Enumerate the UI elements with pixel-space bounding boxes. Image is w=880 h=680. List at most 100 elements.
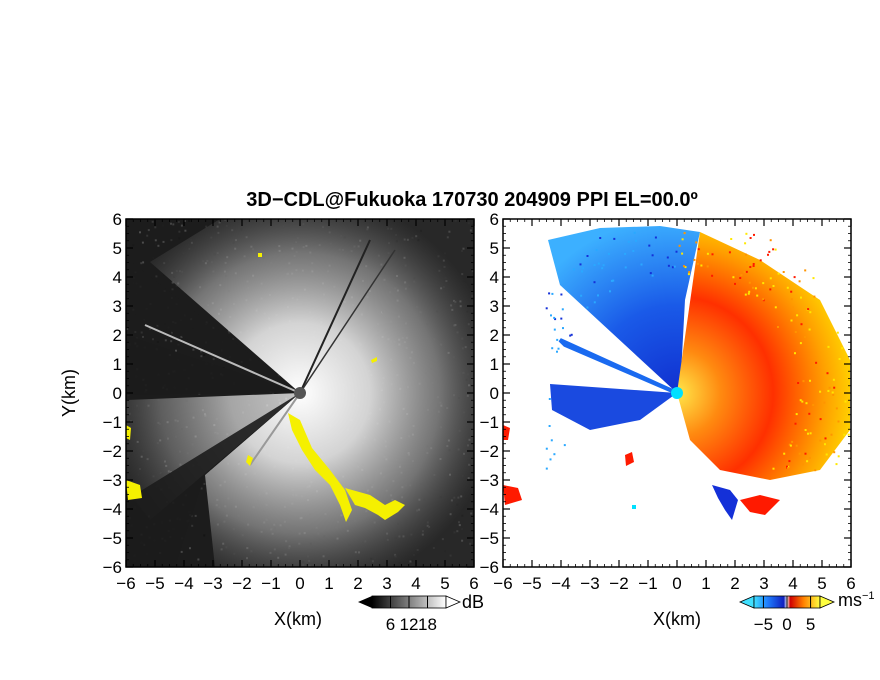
noise-pixel (170, 239, 173, 242)
speckle-pixel (569, 334, 572, 337)
power-gap-wedge-sw (126, 393, 300, 567)
speckle-pixel (593, 281, 596, 284)
speckle-pixel (798, 452, 801, 455)
speckle-pixel (809, 379, 811, 382)
speckle-pixel (806, 460, 809, 463)
speckle-pixel (667, 264, 670, 267)
speckle-pixel (640, 263, 643, 266)
x-tick-label: 0 (672, 574, 681, 593)
noise-pixel (203, 354, 206, 356)
speckle-pixel (769, 288, 772, 291)
power-panel: −6 −5 −4 −3 −2 −1 0 1 2 3 4 5 6 −6−5−4−3−2−10123456 … (59, 210, 479, 629)
speckle-pixel (825, 453, 828, 456)
speckle-pixel (814, 469, 817, 472)
speckle-pixel (687, 273, 690, 276)
speckle-pixel (801, 400, 804, 403)
y-tick-label: −4 (480, 500, 499, 519)
x-tick-label: −1 (638, 574, 657, 593)
speckle-pixel (602, 264, 605, 267)
noise-pixel (142, 335, 144, 338)
speckle-pixel (791, 306, 794, 309)
speckle-pixel (545, 447, 548, 450)
power-gap-wedge-w (126, 335, 300, 395)
speckle-pixel (728, 251, 731, 254)
y-tick-label: 3 (113, 297, 122, 316)
speckle-pixel (790, 298, 793, 301)
x-tick-label: 6 (846, 574, 855, 593)
x-tick-label: −2 (609, 574, 628, 593)
speckle-pixel (819, 390, 822, 393)
speckle-pixel (824, 443, 826, 446)
speckle-pixel (754, 287, 757, 290)
speckle-pixel (786, 286, 789, 289)
colorbar-tick-label: 5 (806, 615, 815, 634)
speckle-pixel (756, 294, 759, 297)
y-tick-label: 0 (113, 384, 122, 403)
speckle-pixel (804, 452, 807, 455)
velocity-colorbar-unit: ms−1 (838, 590, 875, 610)
speckle-pixel (786, 465, 788, 468)
noise-pixel (146, 234, 149, 237)
speckle-pixel (627, 240, 630, 243)
noise-pixel (171, 281, 174, 284)
speckle-pixel (554, 318, 557, 321)
speckle-pixel (651, 274, 654, 277)
speckle-pixel (762, 298, 765, 301)
y-tick-label: −1 (103, 413, 122, 432)
velocity-positive-sector (677, 232, 850, 480)
y-tick-label: −2 (480, 442, 499, 461)
y-tick-label: −3 (480, 471, 499, 490)
noise-pixel (162, 224, 165, 227)
speckle-pixel (802, 463, 804, 466)
speckle-pixel (800, 323, 803, 326)
speckle-pixel (824, 437, 827, 440)
noise-pixel (172, 223, 175, 226)
noise-pixel (178, 230, 181, 233)
speckle-pixel (772, 248, 775, 251)
speckle-pixel (762, 282, 765, 285)
noise-pixel (205, 225, 208, 228)
y-tick-label: 1 (113, 355, 122, 374)
speckle-pixel (739, 277, 742, 279)
speckle-pixel (799, 342, 802, 345)
x-tick-label: 1 (324, 574, 333, 593)
speckle-pixel (706, 252, 709, 255)
speckle-pixel (794, 331, 797, 333)
x-tick-label: 1 (701, 574, 710, 593)
noise-pixel (178, 237, 181, 240)
speckle-pixel (752, 286, 754, 289)
speckle-pixel (560, 293, 563, 296)
speckle-pixel (809, 311, 812, 314)
x-tick-label: −4 (174, 574, 193, 593)
x-tick-label: 3 (759, 574, 768, 593)
speckle-pixel (550, 439, 553, 442)
speckle-pixel (805, 402, 808, 405)
speckle-pixel (593, 264, 596, 266)
speckle-pixel (827, 345, 830, 348)
speckle-pixel (812, 277, 815, 280)
y-tick-label: 2 (113, 326, 122, 345)
y-tick-label: 4 (490, 268, 499, 287)
speckle-pixel (853, 379, 855, 381)
speckle-pixel (772, 285, 775, 287)
x-tick-label: −3 (580, 574, 599, 593)
y-tick-label: 4 (113, 268, 122, 287)
radar-site-marker (294, 387, 306, 399)
noise-pixel (190, 515, 193, 518)
noise-pixel (277, 374, 280, 377)
speckle-pixel (749, 237, 752, 239)
noise-pixel (191, 524, 194, 527)
x-tick-label: −3 (203, 574, 222, 593)
speckle-pixel (743, 271, 746, 273)
noise-pixel (197, 558, 200, 561)
speckle-pixel (548, 425, 551, 427)
speckle-pixel (563, 444, 566, 447)
speckle-pixel (597, 262, 600, 265)
power-ray (299, 239, 371, 394)
noise-pixel (183, 220, 186, 222)
speckle-pixel (830, 433, 833, 436)
speckle-pixel (752, 265, 755, 267)
noise-pixel (156, 341, 159, 343)
speckle-pixel (711, 253, 714, 256)
speckle-pixel (624, 252, 627, 255)
